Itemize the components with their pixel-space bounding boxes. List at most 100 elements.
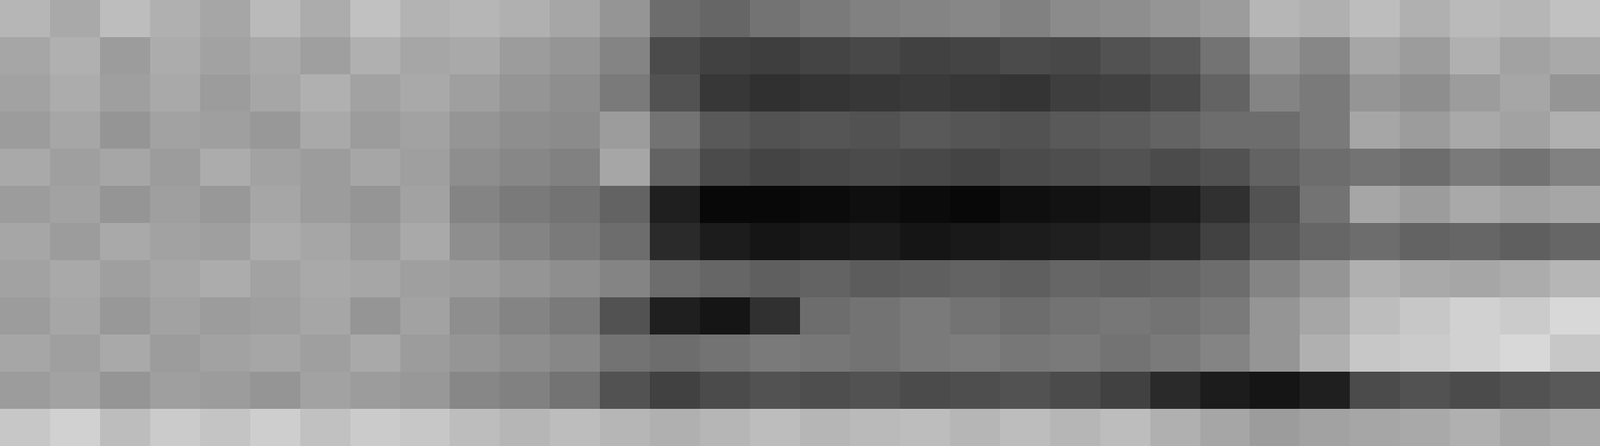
heatmap-cell: [449, 408, 500, 446]
heatmap-cell: [300, 111, 351, 150]
heatmap-cell: [1349, 371, 1400, 410]
heatmap-cell: [1100, 223, 1151, 261]
heatmap-cell: [1349, 408, 1400, 446]
heatmap-cell: [749, 260, 800, 299]
heatmap-cell: [549, 148, 600, 187]
heatmap-cell: [800, 111, 851, 150]
heatmap-cell: [800, 334, 851, 373]
heatmap-cell: [1000, 37, 1051, 76]
heatmap-cell: [100, 260, 151, 299]
heatmap-cell: [0, 223, 51, 261]
heatmap-cell: [1249, 260, 1300, 299]
heatmap-cell: [1100, 37, 1151, 76]
heatmap-cell: [1000, 334, 1051, 373]
heatmap-cell: [300, 260, 351, 299]
heatmap-cell: [1200, 74, 1251, 113]
heatmap-cell: [250, 0, 301, 38]
heatmap-cell: [400, 371, 451, 410]
heatmap-cell: [1249, 74, 1300, 113]
heatmap-cell: [400, 223, 451, 261]
heatmap-cell: [599, 223, 650, 261]
heatmap-cell: [350, 223, 401, 261]
heatmap-cell: [1200, 334, 1251, 373]
heatmap-cell: [499, 408, 550, 446]
heatmap-cell: [350, 334, 401, 373]
heatmap-cell: [50, 260, 101, 299]
heatmap-cell: [300, 297, 351, 336]
heatmap-cell: [499, 334, 550, 373]
heatmap-cell: [1150, 408, 1201, 446]
heatmap-cell: [800, 223, 851, 261]
heatmap-cell: [200, 334, 251, 373]
heatmap-cell: [1399, 223, 1450, 261]
heatmap-cell: [1100, 297, 1151, 336]
heatmap-cell: [549, 408, 600, 446]
heatmap-cell: [1150, 148, 1201, 187]
heatmap-cell: [549, 37, 600, 76]
heatmap-cell: [699, 408, 750, 446]
heatmap-cell: [549, 74, 600, 113]
heatmap-cell: [1499, 74, 1550, 113]
heatmap-cell: [1399, 334, 1450, 373]
heatmap-cell: [1000, 0, 1051, 38]
heatmap-cell: [800, 297, 851, 336]
heatmap-cell: [1449, 111, 1500, 150]
heatmap-cell: [1549, 223, 1600, 261]
heatmap-cell: [400, 334, 451, 373]
heatmap-cell: [100, 185, 151, 224]
heatmap-cell: [900, 111, 951, 150]
heatmap-cell: [599, 371, 650, 410]
heatmap-cell: [1349, 297, 1400, 336]
heatmap-cell: [499, 0, 550, 38]
heatmap-cell: [250, 334, 301, 373]
heatmap-cell: [950, 37, 1001, 76]
heatmap-cell: [0, 148, 51, 187]
heatmap-cell: [50, 408, 101, 446]
heatmap-cell: [200, 0, 251, 38]
heatmap-cell: [1449, 185, 1500, 224]
heatmap-cell: [1499, 185, 1550, 224]
heatmap-cell: [1000, 111, 1051, 150]
heatmap-cell: [1100, 334, 1151, 373]
heatmap-cell: [549, 260, 600, 299]
heatmap-cell: [1299, 185, 1350, 224]
heatmap-cell: [1150, 371, 1201, 410]
heatmap-cell: [1150, 297, 1201, 336]
heatmap-cell: [699, 148, 750, 187]
heatmap-cell: [950, 74, 1001, 113]
heatmap-cell: [599, 74, 650, 113]
heatmap-cell: [350, 260, 401, 299]
heatmap-cell: [549, 371, 600, 410]
heatmap-cell: [150, 371, 201, 410]
heatmap-cell: [950, 371, 1001, 410]
heatmap-cell: [200, 148, 251, 187]
heatmap-cell: [900, 74, 951, 113]
heatmap-cell: [1200, 408, 1251, 446]
heatmap-cell: [150, 334, 201, 373]
heatmap-cell: [150, 408, 201, 446]
heatmap-cell: [499, 260, 550, 299]
heatmap-cell: [1299, 334, 1350, 373]
heatmap-cell: [150, 223, 201, 261]
heatmap-cell: [1349, 334, 1400, 373]
heatmap-cell: [549, 223, 600, 261]
heatmap-cell: [250, 37, 301, 76]
heatmap-cell: [0, 260, 51, 299]
heatmap-cell: [649, 408, 700, 446]
heatmap-cell: [250, 260, 301, 299]
heatmap-cell: [649, 223, 700, 261]
heatmap-cell: [1100, 0, 1151, 38]
heatmap-cell: [1499, 223, 1550, 261]
heatmap-cell: [1299, 408, 1350, 446]
heatmap-cell: [599, 0, 650, 38]
heatmap-cell: [400, 408, 451, 446]
heatmap-cell: [250, 408, 301, 446]
heatmap-cell: [1100, 260, 1151, 299]
heatmap-cell: [749, 408, 800, 446]
heatmap-cell: [1549, 185, 1600, 224]
heatmap-cell: [350, 408, 401, 446]
heatmap-cell: [1200, 37, 1251, 76]
heatmap-cell: [1249, 37, 1300, 76]
heatmap-cell: [649, 371, 700, 410]
heatmap-cell: [699, 223, 750, 261]
